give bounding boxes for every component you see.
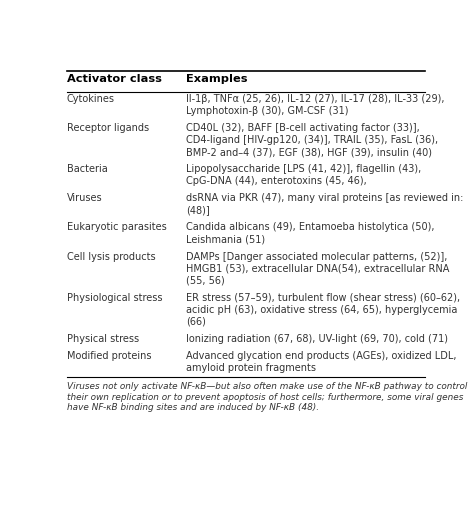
- Text: have NF-κB binding sites and are induced by NF-κB (48).: have NF-κB binding sites and are induced…: [66, 403, 319, 412]
- Text: Receptor ligands: Receptor ligands: [66, 123, 149, 133]
- Text: (55, 56): (55, 56): [186, 275, 225, 286]
- Text: Cell lysis products: Cell lysis products: [66, 251, 155, 262]
- Text: Bacteria: Bacteria: [66, 164, 107, 174]
- Text: Advanced glycation end products (AGEs), oxidized LDL,: Advanced glycation end products (AGEs), …: [186, 351, 456, 361]
- Text: acidic pH (63), oxidative stress (64, 65), hyperglycemia: acidic pH (63), oxidative stress (64, 65…: [186, 305, 457, 315]
- Text: Cytokines: Cytokines: [66, 94, 115, 104]
- Text: Ionizing radiation (67, 68), UV-light (69, 70), cold (71): Ionizing radiation (67, 68), UV-light (6…: [186, 334, 448, 344]
- Text: Candida albicans (49), Entamoeba histolytica (50),: Candida albicans (49), Entamoeba histoly…: [186, 222, 435, 233]
- Text: Leishmania (51): Leishmania (51): [186, 235, 265, 244]
- Text: DAMPs [Danger associated molecular patterns, (52)],: DAMPs [Danger associated molecular patte…: [186, 251, 447, 262]
- Text: CD40L (32), BAFF [B-cell activating factor (33)],: CD40L (32), BAFF [B-cell activating fact…: [186, 123, 420, 133]
- Text: (48)]: (48)]: [186, 205, 210, 215]
- Text: Examples: Examples: [186, 74, 247, 84]
- Text: dsRNA via PKR (47), many viral proteins [as reviewed in:: dsRNA via PKR (47), many viral proteins …: [186, 193, 464, 203]
- Text: ER stress (57–59), turbulent flow (shear stress) (60–62),: ER stress (57–59), turbulent flow (shear…: [186, 293, 460, 303]
- Text: Eukaryotic parasites: Eukaryotic parasites: [66, 222, 166, 233]
- Text: Lymphotoxin-β (30), GM-CSF (31): Lymphotoxin-β (30), GM-CSF (31): [186, 106, 348, 116]
- Text: their own replication or to prevent apoptosis of host cells; furthermore, some v: their own replication or to prevent apop…: [66, 393, 463, 402]
- Text: Viruses: Viruses: [66, 193, 102, 203]
- Text: (66): (66): [186, 317, 206, 327]
- Text: Modified proteins: Modified proteins: [66, 351, 151, 361]
- Text: Activator class: Activator class: [66, 74, 162, 84]
- Text: HMGB1 (53), extracellular DNA(54), extracellular RNA: HMGB1 (53), extracellular DNA(54), extra…: [186, 264, 449, 273]
- Text: Physical stress: Physical stress: [66, 334, 139, 344]
- Text: amyloid protein fragments: amyloid protein fragments: [186, 363, 316, 373]
- Text: CD4-ligand [HIV-gp120, (34)], TRAIL (35), FasL (36),: CD4-ligand [HIV-gp120, (34)], TRAIL (35)…: [186, 135, 438, 145]
- Text: Viruses not only activate NF-κB—but also often make use of the NF-κB pathway to : Viruses not only activate NF-κB—but also…: [66, 382, 467, 391]
- Text: Physiological stress: Physiological stress: [66, 293, 162, 303]
- Text: Il-1β, TNFα (25, 26), IL-12 (27), IL-17 (28), IL-33 (29),: Il-1β, TNFα (25, 26), IL-12 (27), IL-17 …: [186, 94, 445, 104]
- Text: Lipopolysaccharide [LPS (41, 42)], flagellin (43),: Lipopolysaccharide [LPS (41, 42)], flage…: [186, 164, 421, 174]
- Text: BMP-2 and–4 (37), EGF (38), HGF (39), insulin (40): BMP-2 and–4 (37), EGF (38), HGF (39), in…: [186, 147, 432, 157]
- Text: CpG-DNA (44), enterotoxins (45, 46),: CpG-DNA (44), enterotoxins (45, 46),: [186, 176, 367, 186]
